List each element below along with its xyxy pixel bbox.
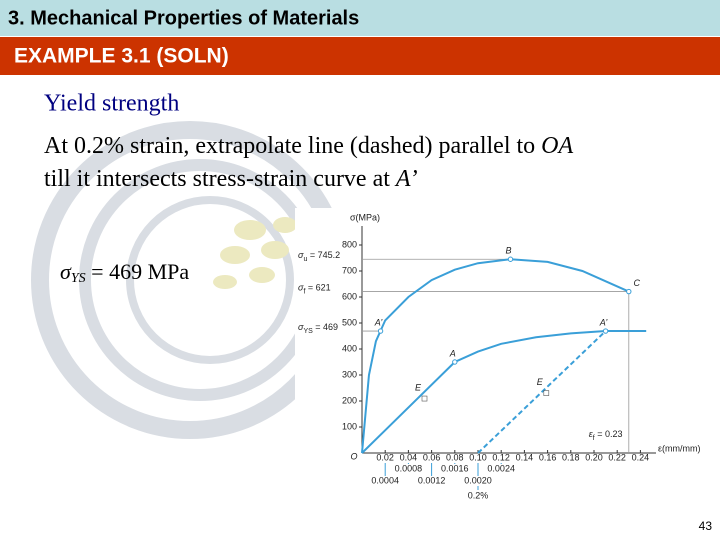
fracture-label: εf = 0.23 xyxy=(589,429,623,441)
emphasis: OA xyxy=(541,133,573,159)
subtitle-bar xyxy=(0,37,720,75)
subscript: f xyxy=(593,435,595,442)
point xyxy=(377,328,384,334)
x-tick-label: 0.24 xyxy=(632,452,650,462)
subscript: YS xyxy=(71,271,86,286)
emphasis: A’ xyxy=(394,166,418,192)
offset-line xyxy=(477,330,607,454)
x-tick-label: 0.10 xyxy=(469,452,487,462)
point xyxy=(421,395,428,402)
text-line: till it intersects stress-strain curve a… xyxy=(44,166,418,192)
symbol: σ xyxy=(298,322,304,332)
small-x-tick-label: 0.0016 xyxy=(441,463,469,473)
figure: σ(MPa) ε(mm/mm) O 100 200 300 400 500 600 700 800 0… xyxy=(298,212,701,500)
subscript: u xyxy=(303,256,307,263)
point-label: C xyxy=(634,278,641,288)
header-bar xyxy=(0,0,720,36)
subscript: f xyxy=(303,288,305,295)
origin-label: O xyxy=(350,451,357,461)
text: At 0.2% strain, extrapolate line (dashed… xyxy=(44,133,541,159)
x-tick-label: 0.22 xyxy=(608,452,626,462)
result: σYS = 469 MPa xyxy=(60,259,189,286)
symbol: σ xyxy=(298,283,304,293)
y-tick-label: 300 xyxy=(342,369,357,379)
point-label: E xyxy=(537,377,544,387)
point xyxy=(543,390,550,396)
y-tick-label: 800 xyxy=(342,239,357,249)
x-tick-label: 0.14 xyxy=(516,452,534,462)
strength-label: σu = 745.2 xyxy=(298,251,340,263)
x-tick-label: 0.08 xyxy=(446,452,464,462)
text: till it intersects stress-strain curve a… xyxy=(44,166,396,192)
text-line: At 0.2% strain, extrapolate line (dashed… xyxy=(44,133,573,159)
text: = 621 xyxy=(305,283,330,293)
text: = 469 xyxy=(313,322,338,332)
point-label: B xyxy=(505,246,511,256)
subscript: YS xyxy=(303,328,313,335)
point-label: A’ xyxy=(599,317,609,327)
y-tick-label: 700 xyxy=(342,265,357,275)
point xyxy=(602,328,609,334)
header-subtitle: EXAMPLE 3.1 (SOLN) xyxy=(14,45,229,68)
symbol: ε xyxy=(589,429,594,439)
x-tick-label: 0.02 xyxy=(376,452,394,462)
x-tick-label: 0.04 xyxy=(400,452,418,462)
small-x-tick-label: 0.0004 xyxy=(371,475,399,485)
point xyxy=(507,256,514,262)
y-tick-label: 400 xyxy=(342,343,357,353)
point xyxy=(452,359,458,365)
y-tick-label: 500 xyxy=(342,317,357,327)
x-tick-label: 0.20 xyxy=(585,452,603,462)
offset-label: 0.2% xyxy=(468,490,489,500)
text: = 745.2 xyxy=(307,251,340,261)
heading: Yield strength xyxy=(44,91,179,117)
header-title: 3. Mechanical Properties of Materials xyxy=(8,7,359,29)
y-tick-label: 600 xyxy=(342,291,357,301)
small-strain-curve xyxy=(361,330,647,454)
point-label: E xyxy=(415,382,422,392)
y-tick-label: 100 xyxy=(342,421,357,431)
x-axis-label: ε(mm/mm) xyxy=(658,443,701,453)
y-tick-label: 200 xyxy=(342,395,357,405)
stress-strain-curve xyxy=(361,258,630,454)
y-axis-label: σ(MPa) xyxy=(350,212,380,222)
point xyxy=(626,288,632,295)
symbol: σ xyxy=(60,259,72,284)
x-tick-label: 0.06 xyxy=(423,452,441,462)
page-number: 43 xyxy=(699,519,713,533)
x-tick-label: 0.18 xyxy=(562,452,580,462)
small-x-tick-label: 0.0012 xyxy=(418,475,446,485)
small-x-tick-label: 0.0020 xyxy=(464,475,492,485)
x-tick-label: 0.16 xyxy=(539,452,557,462)
text: = 0.23 xyxy=(595,429,623,439)
small-x-tick-label: 0.0008 xyxy=(395,463,423,473)
symbol: σ xyxy=(298,251,304,261)
x-tick-label: 0.12 xyxy=(492,452,510,462)
strength-label: σYS = 469 xyxy=(298,322,338,334)
point-label: A’ xyxy=(374,317,384,327)
point-label: A xyxy=(449,348,456,358)
strength-label: σf = 621 xyxy=(298,283,331,295)
small-x-tick-label: 0.0024 xyxy=(487,463,515,473)
text: = 469 MPa xyxy=(86,259,190,284)
